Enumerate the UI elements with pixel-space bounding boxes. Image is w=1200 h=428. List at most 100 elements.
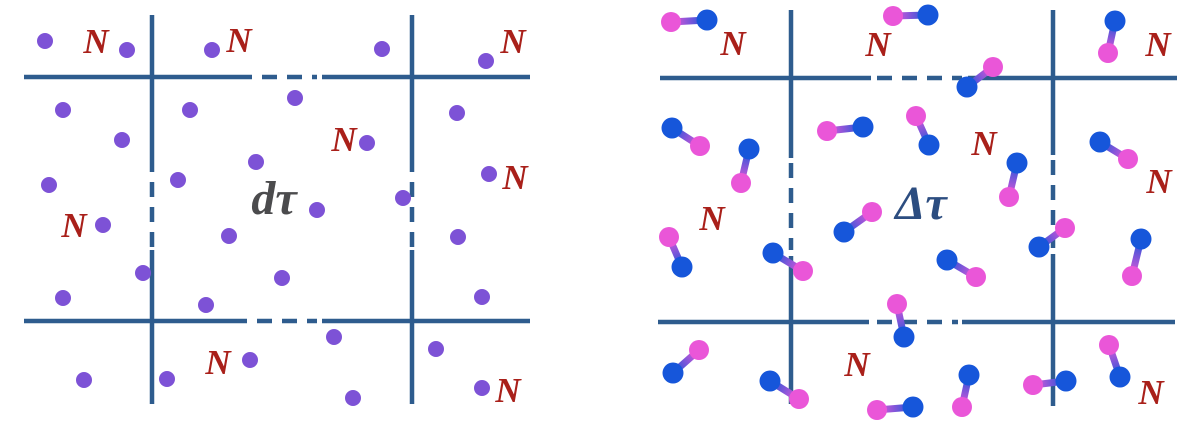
atom-dot bbox=[287, 90, 303, 106]
n-label: N bbox=[970, 124, 998, 163]
left-grid bbox=[24, 15, 530, 404]
blue-atom bbox=[696, 9, 718, 31]
pink-atom bbox=[883, 6, 903, 26]
dtau-label: dτ bbox=[251, 172, 298, 225]
molecule bbox=[1098, 10, 1126, 63]
atom-dot bbox=[95, 217, 111, 233]
atom-dot bbox=[55, 290, 71, 306]
blue-atom bbox=[762, 242, 784, 264]
blue-atom bbox=[917, 4, 939, 26]
atom-dot bbox=[114, 132, 130, 148]
blue-atom bbox=[893, 326, 915, 348]
n-label: N bbox=[719, 24, 747, 63]
molecule bbox=[659, 227, 693, 278]
left-n-labels: N N N N N N N N bbox=[60, 21, 529, 410]
pink-atom bbox=[731, 173, 751, 193]
molecule bbox=[833, 202, 882, 243]
atom-dot bbox=[135, 265, 151, 281]
pink-atom bbox=[1098, 43, 1118, 63]
atom-dot bbox=[345, 390, 361, 406]
pink-atom bbox=[689, 340, 709, 360]
molecule bbox=[662, 340, 709, 384]
atom-dot bbox=[182, 102, 198, 118]
pink-atom bbox=[966, 267, 986, 287]
atom-dot bbox=[159, 371, 175, 387]
molecule bbox=[661, 117, 710, 156]
n-label: N bbox=[330, 120, 358, 159]
molecule bbox=[1122, 228, 1152, 286]
molecule bbox=[762, 242, 813, 281]
molecule bbox=[1099, 335, 1131, 388]
atom-dot bbox=[474, 289, 490, 305]
atom-dot bbox=[76, 372, 92, 388]
atom-dot bbox=[450, 229, 466, 245]
n-label: N bbox=[1144, 25, 1172, 64]
blue-atom bbox=[918, 134, 940, 156]
atom-dot bbox=[428, 341, 444, 357]
right-panel: N N N N N N N N Δτ bbox=[658, 4, 1177, 420]
n-label: N bbox=[82, 22, 110, 61]
blue-atom bbox=[1130, 228, 1152, 250]
pink-atom bbox=[1023, 375, 1043, 395]
atom-dot bbox=[449, 105, 465, 121]
blue-atom bbox=[1089, 131, 1111, 153]
pink-atom bbox=[887, 294, 907, 314]
atom-dot bbox=[37, 33, 53, 49]
right-particles bbox=[659, 4, 1152, 420]
molecule bbox=[887, 294, 915, 348]
blue-atom bbox=[902, 396, 924, 418]
blue-atom bbox=[662, 362, 684, 384]
pink-atom bbox=[862, 202, 882, 222]
blue-atom bbox=[759, 370, 781, 392]
atom-dot bbox=[309, 202, 325, 218]
molecule bbox=[759, 370, 809, 409]
atom-dot bbox=[395, 190, 411, 206]
n-label: N bbox=[204, 343, 232, 382]
molecule bbox=[936, 249, 986, 287]
molecule bbox=[1089, 131, 1138, 169]
molecule bbox=[817, 116, 874, 141]
pink-atom bbox=[867, 400, 887, 420]
left-panel: N N N N N N N N dτ bbox=[24, 15, 530, 410]
molecule bbox=[952, 364, 980, 417]
delta-tau-label: Δτ bbox=[893, 177, 948, 230]
pink-atom bbox=[817, 121, 837, 141]
molecule bbox=[1023, 370, 1077, 395]
blue-atom bbox=[1104, 10, 1126, 32]
molecule bbox=[906, 106, 940, 156]
blue-atom bbox=[738, 138, 760, 160]
blue-atom bbox=[852, 116, 874, 138]
atom-dot bbox=[198, 297, 214, 313]
molecule bbox=[731, 138, 760, 193]
blue-atom bbox=[1028, 236, 1050, 258]
pink-atom bbox=[1122, 266, 1142, 286]
molecule bbox=[956, 57, 1003, 98]
right-n-labels: N N N N N N N N bbox=[698, 24, 1173, 412]
atom-dot bbox=[55, 102, 71, 118]
molecule bbox=[661, 9, 718, 32]
molecule bbox=[999, 152, 1028, 207]
left-particles bbox=[37, 33, 497, 406]
pink-atom bbox=[999, 187, 1019, 207]
n-label: N bbox=[698, 199, 726, 238]
atom-dot bbox=[204, 42, 220, 58]
pink-atom bbox=[952, 397, 972, 417]
blue-atom bbox=[956, 76, 978, 98]
atom-dot bbox=[374, 41, 390, 57]
atom-dot bbox=[248, 154, 264, 170]
n-label: N bbox=[1137, 373, 1165, 412]
atom-dot bbox=[481, 166, 497, 182]
blue-atom bbox=[833, 221, 855, 243]
pink-atom bbox=[1055, 218, 1075, 238]
atom-dot bbox=[474, 380, 490, 396]
n-label: N bbox=[843, 345, 871, 384]
n-label: N bbox=[499, 22, 527, 61]
atom-dot bbox=[170, 172, 186, 188]
atom-dot bbox=[119, 42, 135, 58]
pink-atom bbox=[793, 261, 813, 281]
n-label: N bbox=[864, 25, 892, 64]
pink-atom bbox=[690, 136, 710, 156]
atom-dot bbox=[359, 135, 375, 151]
